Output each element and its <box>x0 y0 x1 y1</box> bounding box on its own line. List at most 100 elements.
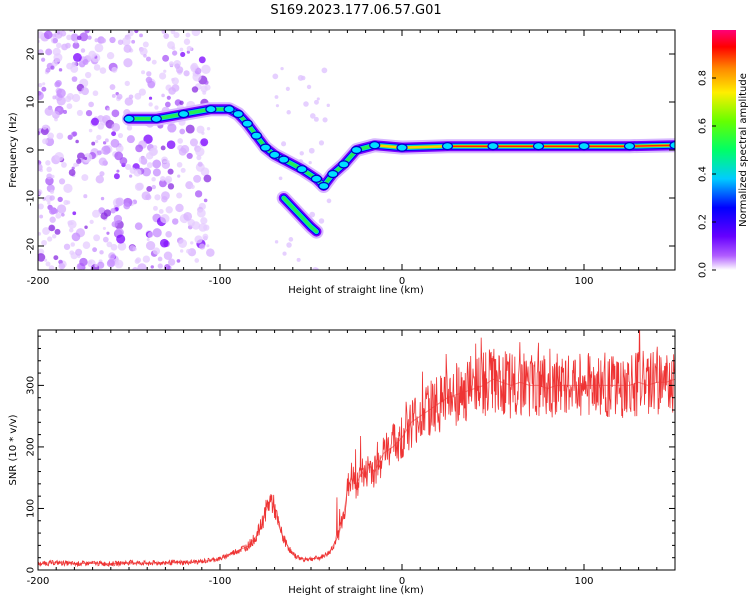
noise-speckle <box>121 37 131 46</box>
noise-speckle <box>171 218 179 225</box>
noise-speckle <box>275 104 280 108</box>
noise-speckle <box>280 66 284 71</box>
noise-speckle <box>109 36 116 44</box>
noise-speckle <box>125 163 132 171</box>
noise-speckle <box>113 173 120 180</box>
noise-speckle <box>113 214 123 224</box>
noise-speckle <box>152 228 162 238</box>
noise-speckle <box>202 90 207 95</box>
noise-speckle <box>82 58 89 66</box>
noise-speckle <box>177 138 184 144</box>
noise-speckle <box>81 174 89 182</box>
noise-speckle <box>199 243 206 250</box>
colorbar-tick-label: 0.8 <box>698 70 709 86</box>
noise-speckle <box>163 251 173 261</box>
noise-speckle <box>203 198 208 203</box>
noise-speckle <box>75 139 79 144</box>
noise-speckle <box>73 162 78 168</box>
noise-speckle <box>66 34 72 41</box>
noise-speckle <box>124 97 134 106</box>
noise-speckle <box>71 232 81 242</box>
noise-speckle <box>115 197 125 206</box>
noise-speckle <box>110 243 118 251</box>
spectrogram-y-tick-label: 0 <box>26 147 37 153</box>
noise-speckle <box>49 216 56 223</box>
noise-speckle <box>100 196 105 201</box>
noise-speckle <box>153 205 158 211</box>
noise-speckle <box>142 167 152 177</box>
noise-speckle <box>134 92 142 100</box>
noise-speckle <box>117 39 124 45</box>
noise-speckle <box>142 255 151 263</box>
noise-speckle <box>151 177 156 182</box>
noise-speckle <box>154 105 159 110</box>
noise-speckle <box>274 240 279 244</box>
noise-speckle <box>57 196 63 203</box>
noise-speckle <box>109 84 116 90</box>
noise-speckle <box>104 138 109 143</box>
noise-speckle <box>111 93 116 98</box>
noise-speckle <box>191 86 199 93</box>
noise-speckle <box>158 179 167 188</box>
noise-speckle <box>128 94 134 100</box>
noise-speckle <box>75 248 83 256</box>
ridge-blob <box>250 131 262 140</box>
snr-x-tick-label: -100 <box>209 576 232 587</box>
noise-speckle <box>152 247 161 255</box>
noise-speckle <box>106 231 110 235</box>
noise-speckle <box>94 139 99 144</box>
snr-axes: -200 -100 0 100 0 100 200 300 <box>26 330 676 587</box>
noise-speckle <box>310 113 316 119</box>
noise-speckle <box>38 203 44 210</box>
ridge-blob <box>310 174 323 183</box>
noise-speckle <box>309 211 316 218</box>
noise-speckle <box>116 234 126 244</box>
noise-speckle <box>41 86 47 92</box>
noise-speckle <box>47 201 51 205</box>
noise-speckle <box>168 87 176 95</box>
noise-speckle <box>152 145 158 150</box>
ridge-blob <box>150 114 162 123</box>
noise-speckle <box>186 50 190 54</box>
noise-speckle <box>48 207 57 215</box>
colorbar: 0.0 0.2 0.4 0.6 0.8 Normalized spectral ampl… <box>698 30 749 278</box>
colorbar-tick-label: 0.6 <box>698 118 709 134</box>
spectrogram-marks <box>38 30 675 270</box>
noise-speckle <box>201 131 205 135</box>
noise-speckle <box>93 234 101 242</box>
noise-speckle <box>61 162 67 168</box>
noise-speckle <box>45 67 51 73</box>
noise-speckle <box>179 100 184 105</box>
noise-speckle <box>191 30 201 37</box>
noise-speckle <box>58 68 63 72</box>
noise-speckle <box>111 66 118 73</box>
noise-speckle <box>160 145 166 151</box>
noise-speckle <box>129 174 133 178</box>
colorbar-ticks: 0.0 0.2 0.4 0.6 0.8 <box>698 70 716 278</box>
noise-speckle <box>164 175 173 184</box>
noise-speckle <box>165 231 172 238</box>
noise-speckle <box>166 95 171 100</box>
ridge-blob <box>241 119 253 128</box>
noise-speckle <box>83 194 88 199</box>
noise-speckle <box>173 31 180 39</box>
noise-speckle <box>117 132 124 139</box>
spectrogram-y-tick-label: 20 <box>26 48 37 61</box>
colorbar-tick-label: 0.4 <box>698 166 709 182</box>
noise-speckle <box>189 138 199 147</box>
noise-speckle <box>123 44 132 53</box>
noise-speckle <box>138 88 147 96</box>
noise-speckle <box>198 56 206 64</box>
noise-speckle <box>186 45 193 52</box>
noise-speckle <box>185 32 191 38</box>
noise-speckle <box>116 169 120 173</box>
ridge-blob <box>178 109 190 119</box>
noise-speckle <box>135 144 144 153</box>
noise-speckle <box>72 42 80 49</box>
ridge-blob <box>578 142 590 151</box>
noise-speckle <box>160 213 170 224</box>
noise-speckle <box>106 259 116 268</box>
noise-speckle <box>197 161 203 167</box>
